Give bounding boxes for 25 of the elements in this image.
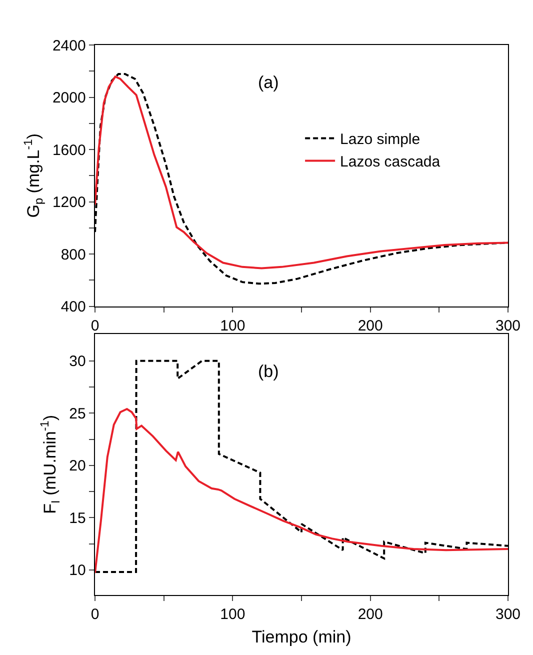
x-tick-label: 200 [358, 317, 383, 334]
y-tick-label: 1600 [52, 142, 86, 159]
legend-label: Lazos cascada [340, 154, 441, 171]
annotation: (b) [258, 362, 279, 381]
x-tick-label: 300 [495, 317, 521, 334]
y-tick-label: 2400 [52, 37, 86, 54]
y-tick-label: 25 [69, 405, 86, 422]
annotation: (a) [258, 73, 279, 92]
x-tick-label: 300 [495, 606, 521, 624]
y-tick-label: 400 [60, 298, 86, 316]
y-tick-label: 2000 [52, 90, 86, 106]
y-tick-label: 1200 [52, 194, 86, 211]
y-tick-label: 15 [69, 510, 86, 527]
x-tick-label: 0 [90, 317, 100, 334]
line-series [95, 408, 508, 574]
y-tick-label: 800 [60, 246, 86, 264]
x-tick-label: 0 [90, 606, 100, 624]
x-tick-label: 100 [220, 317, 246, 334]
y-tick-label: 20 [69, 458, 86, 475]
x-tick-label: 200 [358, 606, 383, 624]
x-tick-label: 100 [220, 606, 246, 624]
y-tick-label: 30 [69, 353, 86, 370]
y-tick-label: 10 [69, 562, 86, 580]
legend-label: Lazo simple [340, 131, 420, 148]
x-axis-title: Tiempo (min) [252, 628, 352, 647]
